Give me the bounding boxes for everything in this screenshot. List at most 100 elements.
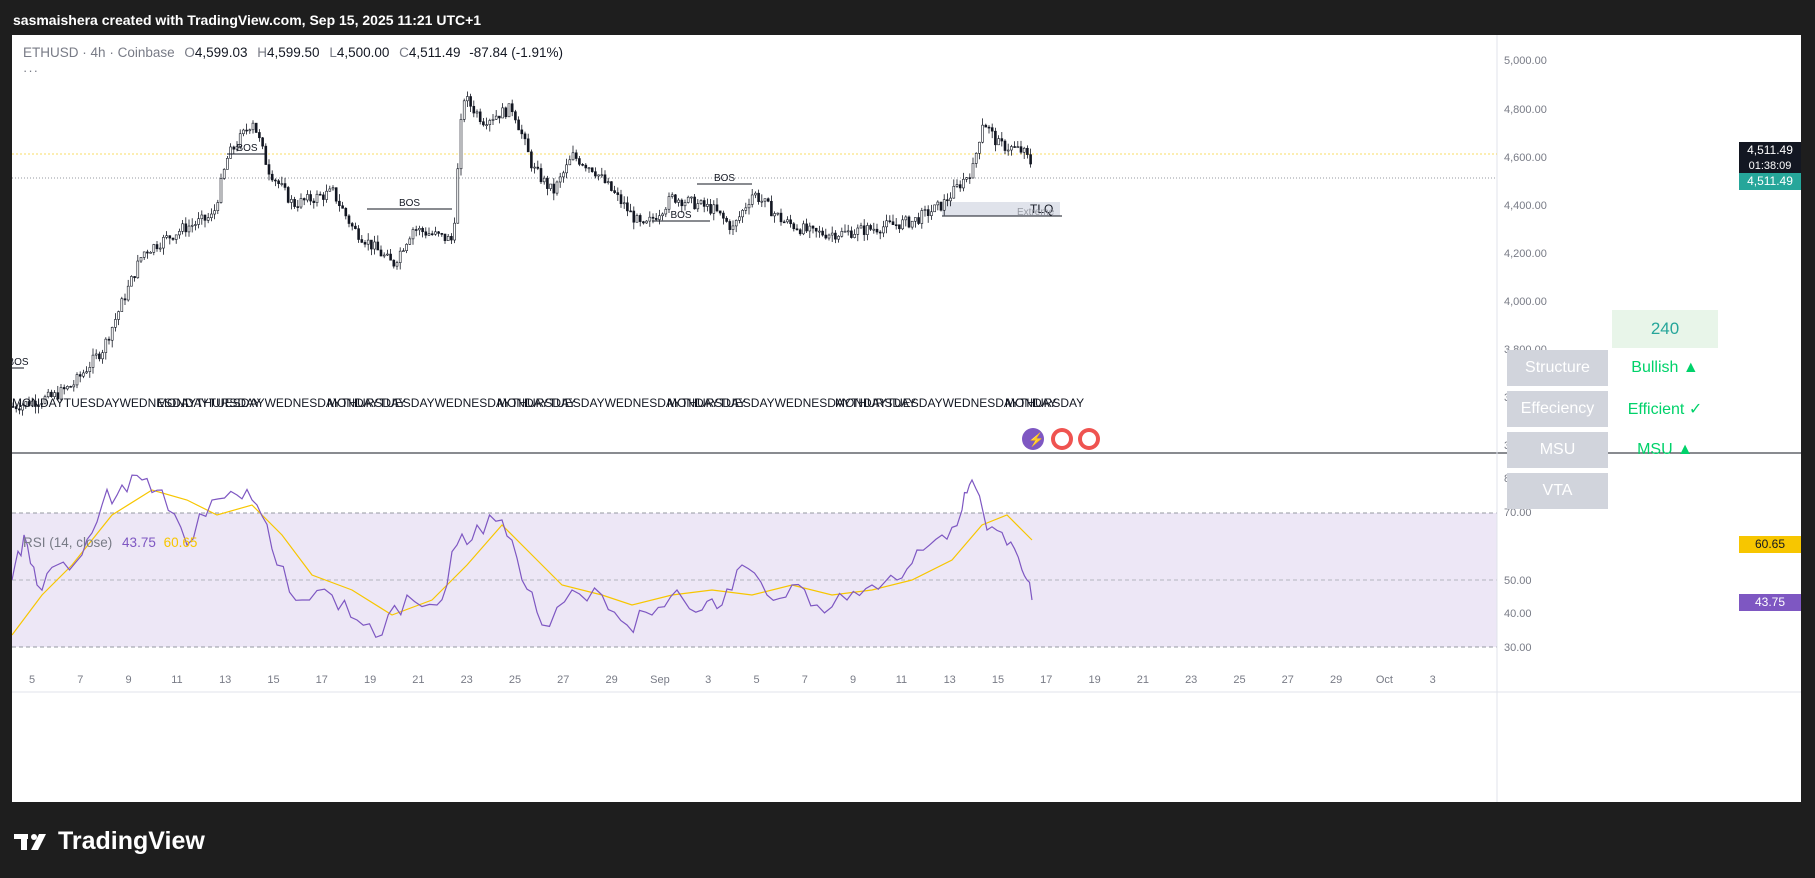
- candle-body: [699, 200, 703, 204]
- candle-body: [104, 338, 108, 353]
- price-tick: 4,600.00: [1504, 152, 1547, 164]
- candle-body: [802, 223, 805, 235]
- candle-body: [821, 230, 824, 236]
- candle-body: [1003, 140, 1007, 151]
- candle-body: [843, 230, 847, 233]
- candle-body: [494, 115, 498, 120]
- candle-body: [760, 200, 764, 203]
- candle-body: [738, 216, 741, 221]
- us-flag-inner-2: [1082, 432, 1096, 446]
- candle-body: [222, 169, 226, 179]
- candle-body: [277, 180, 280, 184]
- time-tick: 11: [896, 674, 907, 686]
- candle-body: [110, 327, 114, 341]
- candle-body: [981, 124, 984, 143]
- price-tick: 4,000.00: [1504, 296, 1547, 308]
- candle-body: [162, 237, 165, 249]
- rsi-line: [12, 474, 1033, 639]
- candle-body: [427, 233, 431, 236]
- chart-frame[interactable]: TLQ Extreme BOS BOS BOS BOS BOS MONDAYTUESDA…: [12, 35, 1801, 802]
- symbol-legend[interactable]: ETHUSD · 4h · Coinbase O4,599.03 H4,599.…: [23, 45, 564, 60]
- candle-body: [808, 225, 812, 232]
- candle-body: [402, 250, 405, 253]
- candle-body: [571, 152, 575, 161]
- candle-body: [171, 237, 175, 240]
- candle-body: [69, 386, 72, 388]
- tradingview-logo[interactable]: TradingView: [14, 827, 205, 856]
- candle-body: [763, 198, 767, 202]
- candle-body: [565, 164, 568, 174]
- candle-body: [485, 124, 488, 126]
- candle-body: [776, 212, 780, 215]
- candle-body: [542, 177, 546, 183]
- event-icons[interactable]: ⚡: [1022, 428, 1100, 450]
- candle-body: [21, 404, 24, 411]
- candle-body: [619, 194, 623, 205]
- candle-body: [302, 198, 306, 201]
- candle-body: [824, 234, 828, 239]
- day-label: MONDAYTUESDAYWEDNESDAYTHURSDAY: [835, 396, 1084, 410]
- candle-body: [1022, 147, 1026, 153]
- time-tick: 9: [126, 674, 132, 686]
- close-label: C: [399, 45, 409, 60]
- time-axis[interactable]: 5 7 9 11 13 15 17 19 21 23 25 27 29 Sep 3 5 7 9 11 13 15 17 19…: [29, 674, 1436, 686]
- candle-body: [677, 199, 680, 203]
- candle-body: [27, 401, 31, 407]
- candle-body: [363, 242, 367, 245]
- candle-body: [930, 211, 933, 216]
- day-label: MONDAYTUESDAYWEDNESDAYTHURSDAY: [497, 396, 746, 410]
- candle-body: [98, 353, 101, 360]
- candle-body: [885, 220, 888, 228]
- candle-body: [389, 253, 392, 261]
- legend-more-button[interactable]: ···: [23, 63, 39, 78]
- bolt-icon[interactable]: [1022, 428, 1044, 450]
- candle-body: [939, 201, 943, 211]
- candle-body: [706, 204, 709, 207]
- candle-body: [523, 133, 527, 140]
- candle-body: [690, 196, 693, 199]
- candle-body: [648, 216, 652, 222]
- structure-value: Bullish ▲: [1631, 359, 1699, 376]
- candle-body: [190, 224, 194, 227]
- bos-label: BOS: [714, 173, 735, 184]
- day-label: MONDAYTUESDAYWEDNESDAYTHURSDAY: [667, 396, 916, 410]
- candle-body: [168, 235, 172, 239]
- candle-body: [965, 177, 968, 180]
- candle-body: [152, 244, 156, 253]
- candle-body: [872, 228, 876, 231]
- time-tick: 7: [77, 674, 83, 686]
- candle-body: [539, 168, 543, 183]
- candle-body: [898, 224, 901, 230]
- candle-body: [632, 210, 636, 223]
- candle-body: [907, 216, 911, 228]
- candle-body: [453, 222, 456, 241]
- last-price-tag-2: 4,511.49: [1739, 173, 1801, 190]
- candle-body: [155, 244, 159, 250]
- candle-body: [850, 230, 853, 238]
- candle-body: [235, 146, 239, 150]
- candle-body: [795, 228, 799, 231]
- candle-body: [325, 190, 328, 200]
- candle-body: [466, 96, 469, 102]
- symbol-name[interactable]: ETHUSD: [23, 45, 79, 60]
- candle-body: [78, 374, 82, 377]
- rsi-legend[interactable]: RSI (14, close) 43.75 60.65: [23, 535, 197, 550]
- tradingview-logo-icon: [14, 833, 46, 850]
- tlq-zone[interactable]: [942, 202, 1060, 216]
- chart-canvas[interactable]: TLQ Extreme BOS BOS BOS BOS BOS MONDAYTUESDA…: [12, 35, 1801, 802]
- candle-body: [683, 202, 687, 207]
- candle-body: [994, 130, 997, 146]
- candle-body: [680, 199, 684, 207]
- candle-body: [949, 197, 952, 202]
- change-value: -87.84 (-1.91%): [469, 45, 564, 60]
- candle-body: [334, 187, 338, 202]
- candle-body: [510, 103, 514, 113]
- candlestick-series[interactable]: [12, 91, 1032, 416]
- candle-body: [418, 227, 421, 231]
- candle-body: [734, 220, 738, 227]
- candle-body: [859, 225, 863, 229]
- candle-body: [459, 119, 463, 170]
- candle-body: [120, 298, 124, 312]
- candle-body: [587, 167, 591, 170]
- candle-body: [533, 166, 536, 169]
